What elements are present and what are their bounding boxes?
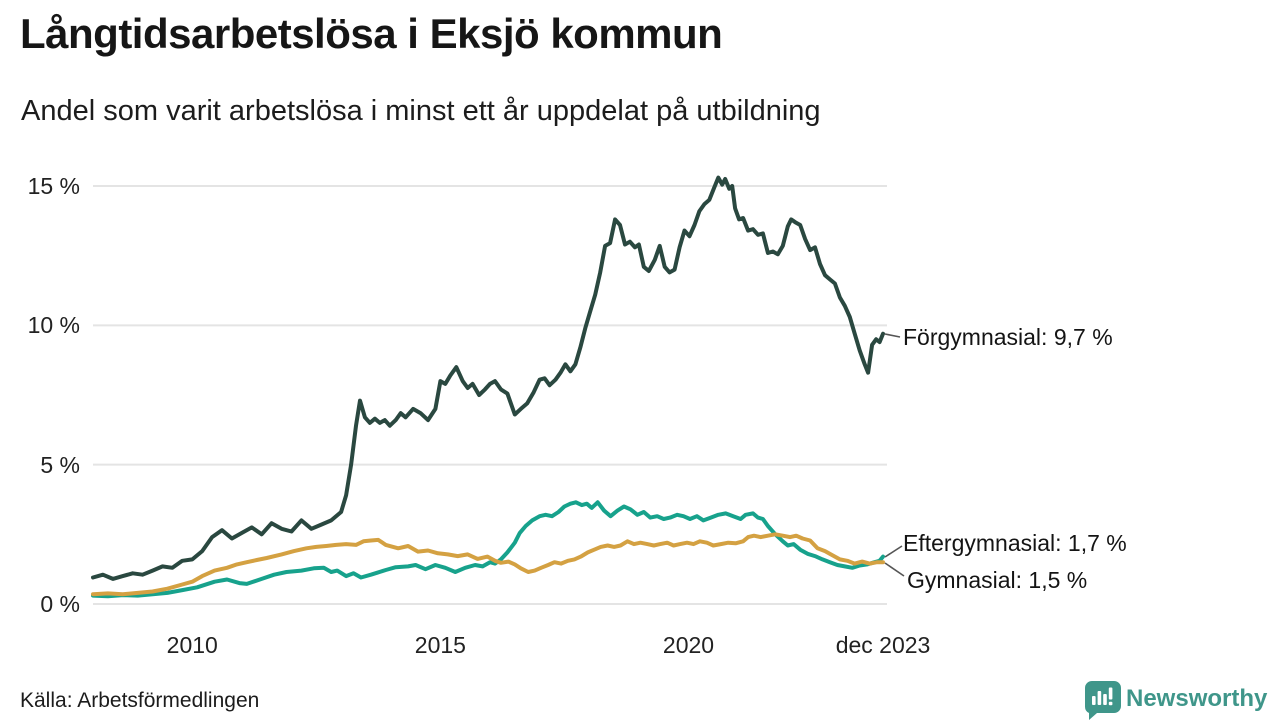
series-end-label-gymnasial: Gymnasial: 1,5 % <box>907 567 1088 593</box>
connector-forgymnasial <box>884 333 901 338</box>
page-title: Långtidsarbetslösa i Eksjö kommun <box>20 10 723 57</box>
series-line-förgymnasial <box>91 175 885 581</box>
x-axis-tick-label: 2015 <box>414 632 466 658</box>
x-axis-tick-label: dec 2023 <box>835 632 931 658</box>
gridlines <box>93 185 887 605</box>
connector-gymnasial <box>884 562 905 577</box>
source-note: Källa: Arbetsförmedlingen <box>20 689 260 712</box>
page-subtitle: Andel som varit arbetslösa i minst ett å… <box>21 95 821 127</box>
brand-name: Newsworthy <box>1126 685 1268 712</box>
connector-eftergymnasial <box>884 545 903 558</box>
bar-chart-speech-bubble-icon <box>1085 681 1121 720</box>
y-axis-tick-label: 5 % <box>40 451 80 478</box>
series-end-label-forgymnasial: Förgymnasial: 9,7 % <box>903 324 1113 350</box>
series-line-eftergymnasial <box>91 500 885 599</box>
y-axis-tick-label: 15 % <box>27 173 80 199</box>
label-connectors <box>884 333 905 577</box>
series-lines <box>91 175 885 599</box>
series-line-gymnasial <box>91 532 885 597</box>
x-axis-tick-label: 2020 <box>662 632 715 658</box>
y-axis-tick-label: 10 % <box>27 312 80 339</box>
x-axis-tick-label: 2010 <box>166 632 218 658</box>
y-axis-tick-label: 0 % <box>40 591 80 617</box>
series-end-label-eftergymnasial: Eftergymnasial: 1,7 % <box>903 530 1127 556</box>
